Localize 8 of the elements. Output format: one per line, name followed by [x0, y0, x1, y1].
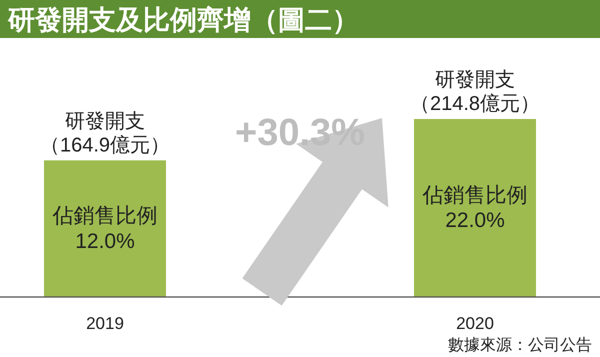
annotation: 佔銷售比例12.0% [52, 204, 158, 253]
annotation: 佔銷售比例22.0% [422, 184, 528, 232]
data-label: 研發開支（214.8億元） [410, 69, 540, 115]
x-tick-label: 2020 [456, 314, 494, 333]
chart-title: 研發開支及比例齊增（圖二） [7, 5, 359, 35]
data-label: 研發開支（164.9億元） [40, 110, 170, 156]
x-tick-label: 2019 [86, 314, 124, 333]
text: 數據來源：公司公告 [448, 336, 592, 354]
